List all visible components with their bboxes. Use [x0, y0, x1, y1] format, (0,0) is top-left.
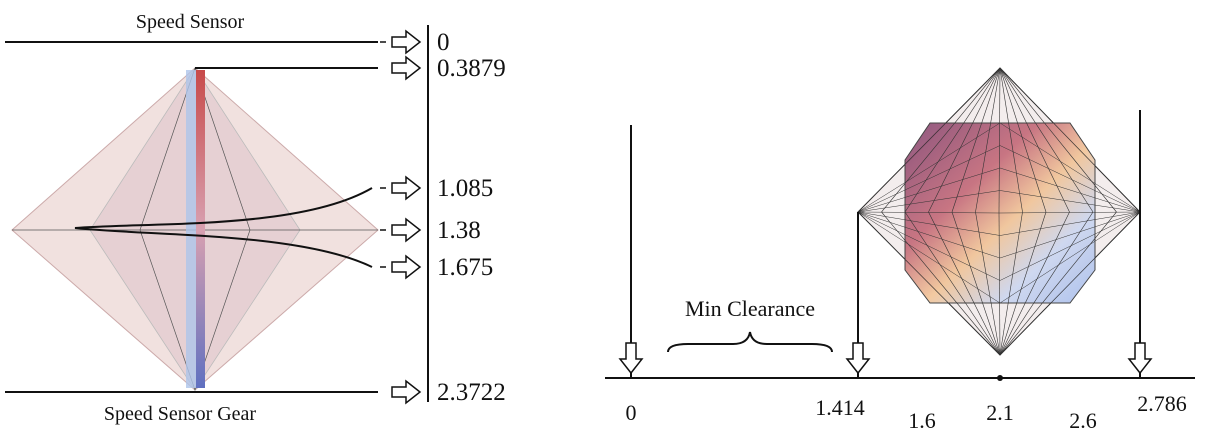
annotation: Min Clearance [685, 296, 815, 321]
level-label: 1.675 [437, 254, 493, 281]
left-panel: Speed Sensor Speed Sensor Gear [5, 11, 428, 425]
tick-label: 0 [626, 400, 637, 425]
sensor-bar [196, 70, 205, 388]
tick-label: 2.6 [1069, 408, 1097, 429]
top-label: Speed Sensor [136, 11, 245, 33]
arrow [392, 219, 420, 241]
tick-label: 1.414 [815, 395, 865, 420]
tick-label: 1.6 [908, 408, 936, 429]
bottom-label: Speed Sensor Gear [104, 403, 257, 425]
tick-label: 2.786 [1137, 391, 1187, 416]
arrow [392, 381, 420, 403]
down-arrow [847, 343, 869, 373]
tick-label: 2.1 [986, 400, 1014, 425]
level-label: 0.3879 [437, 55, 506, 82]
diagram: Speed Sensor Speed Sensor Gear Min Clear… [0, 0, 1213, 429]
level-label: 0 [437, 29, 450, 56]
arrow [392, 31, 420, 53]
down-arrow [1129, 343, 1151, 373]
level-label: 1.38 [437, 217, 481, 244]
brace [668, 332, 832, 352]
arrow [392, 177, 420, 199]
level-label: 2.3722 [437, 379, 506, 406]
arrow [392, 57, 420, 79]
right-panel: Min Clearance [605, 68, 1195, 381]
level-label: 1.085 [437, 175, 493, 202]
arrow [392, 256, 420, 278]
down-arrow [620, 343, 642, 373]
sensor-bar-blue [186, 70, 196, 388]
center-dot [997, 375, 1003, 381]
